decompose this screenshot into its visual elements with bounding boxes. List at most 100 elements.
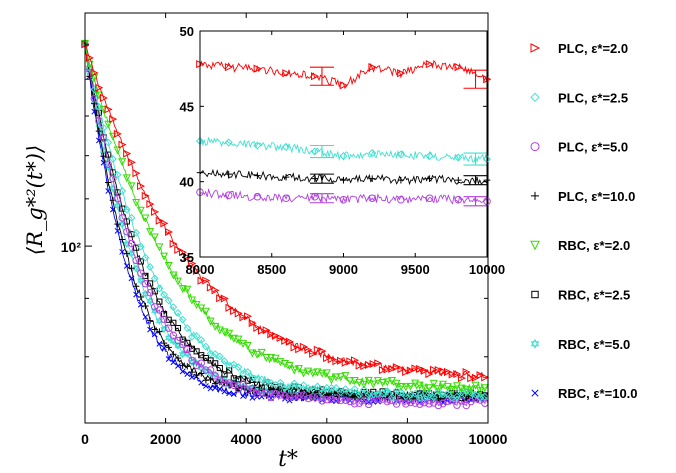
data-point: [276, 333, 285, 342]
data-point: [202, 383, 209, 389]
data-point: [299, 381, 308, 390]
data-point: [170, 350, 177, 358]
data-point: [156, 298, 163, 305]
data-point: [142, 314, 149, 320]
inset-data-point: [397, 176, 405, 184]
error-bar: [309, 66, 334, 86]
data-point: [187, 296, 196, 305]
data-point: [383, 365, 392, 374]
data-point: [360, 396, 368, 404]
data-point: [220, 294, 229, 303]
series-2: [81, 40, 489, 410]
data-point: [118, 140, 127, 149]
data-point: [198, 370, 205, 377]
data-point: [271, 389, 280, 398]
inset-x-ticks: 8000 8500 9000 9500 10000: [186, 31, 505, 277]
data-point: [457, 384, 466, 393]
data-point: [174, 325, 182, 332]
data-point: [160, 252, 169, 261]
data-point: [99, 93, 108, 102]
data-point: [290, 343, 299, 352]
inset-data-point: [426, 175, 433, 182]
data-point: [425, 384, 434, 393]
data-point: [160, 219, 169, 228]
inset-data-point: [225, 170, 232, 178]
inset-series-1: [195, 136, 492, 164]
data-point: [257, 348, 266, 357]
x-tick-label: 2000: [150, 431, 181, 447]
error-bar: [463, 152, 488, 166]
data-point: [179, 362, 186, 369]
data-point: [234, 335, 243, 344]
legend-label: PLC, ε*=10.0: [558, 189, 635, 204]
data-point: [299, 369, 308, 378]
data-point: [221, 371, 228, 378]
data-point: [225, 379, 233, 387]
data-point: [285, 361, 294, 370]
data-point: [183, 324, 192, 333]
data-point: [146, 296, 154, 306]
data-point: [193, 348, 200, 355]
data-point: [304, 384, 313, 393]
data-point: [151, 326, 158, 333]
data-point: [387, 393, 396, 402]
data-point: [434, 401, 443, 410]
data-point: [164, 261, 173, 270]
data-point: [178, 340, 187, 349]
data-point: [216, 294, 225, 303]
data-point: [192, 267, 201, 276]
data-point: [322, 369, 331, 378]
data-point: [355, 391, 364, 399]
data-point: [215, 352, 224, 361]
data-point: [351, 356, 360, 365]
inset-data-point: [368, 63, 377, 72]
data-point: [189, 374, 195, 381]
error-bar: [309, 144, 334, 159]
data-point: [434, 385, 443, 394]
inset-series-3: [196, 187, 491, 206]
legend: PLC, ε*=2.0 PLC, ε*=2.5 PLC, ε*=5.0 PLC, ε*…: [530, 41, 638, 401]
data-point: [211, 372, 219, 380]
inset-error-bars: [309, 66, 488, 207]
data-point: [225, 303, 234, 312]
data-point: [184, 363, 191, 370]
data-point: [188, 259, 197, 268]
data-point: [258, 326, 267, 335]
main-axes-frame: [84, 12, 489, 424]
data-point: [137, 182, 146, 191]
data-point: [132, 264, 140, 273]
data-point: [212, 360, 219, 367]
data-point: [285, 384, 294, 392]
inset-data-point: [340, 176, 347, 184]
data-point: [192, 361, 201, 369]
data-point: [160, 339, 168, 347]
error-bar: [463, 196, 488, 207]
data-point: [132, 228, 141, 237]
data-point: [262, 389, 271, 397]
data-point: [165, 324, 173, 332]
inset-x-tick-label: 10000: [469, 262, 505, 277]
data-point: [392, 386, 401, 395]
data-point: [133, 291, 140, 298]
data-point: [146, 289, 154, 297]
data-point: [313, 393, 322, 401]
data-point: [85, 53, 94, 62]
data-point: [327, 376, 336, 385]
data-point: [336, 388, 345, 397]
data-point: [392, 363, 401, 372]
inset-data-point: [253, 192, 262, 201]
legend-item: RBC, ε*=5.0: [530, 337, 630, 352]
data-point: [313, 368, 322, 377]
data-point: [109, 115, 118, 124]
data-point: [169, 303, 178, 312]
data-point: [462, 367, 471, 376]
data-point: [383, 378, 392, 387]
data-point: [123, 227, 131, 236]
data-point: [142, 302, 149, 310]
data-point: [253, 350, 262, 359]
inset-data-point: [455, 176, 462, 184]
legend-label: RBC, ε*=2.0: [558, 238, 630, 253]
data-point: [170, 359, 177, 366]
data-point: [471, 390, 480, 399]
legend-marker: [531, 191, 539, 200]
